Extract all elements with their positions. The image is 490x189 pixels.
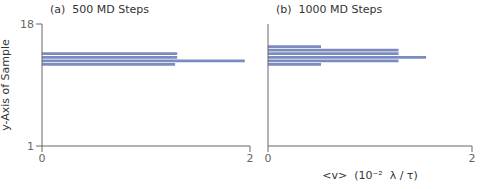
svg-text:2: 2 — [469, 152, 476, 165]
svg-text:0: 0 — [39, 152, 46, 165]
svg-text:y-Axis of Sample: y-Axis of Sample — [8, 39, 12, 131]
html-text:(a) 500 MD Steps: (a) 500 MD Steps — [50, 3, 149, 16]
html-text:<v> (10⁻² λ / τ): <v> (10⁻² λ / τ) — [322, 169, 418, 182]
svg-text:1: 1 — [27, 140, 34, 153]
html-text:(b) 1000 MD Steps: (b) 1000 MD Steps — [276, 3, 383, 16]
svg-text:2: 2 — [247, 152, 254, 165]
svg-text:0: 0 — [265, 152, 272, 165]
svg-text:18: 18 — [20, 18, 34, 31]
